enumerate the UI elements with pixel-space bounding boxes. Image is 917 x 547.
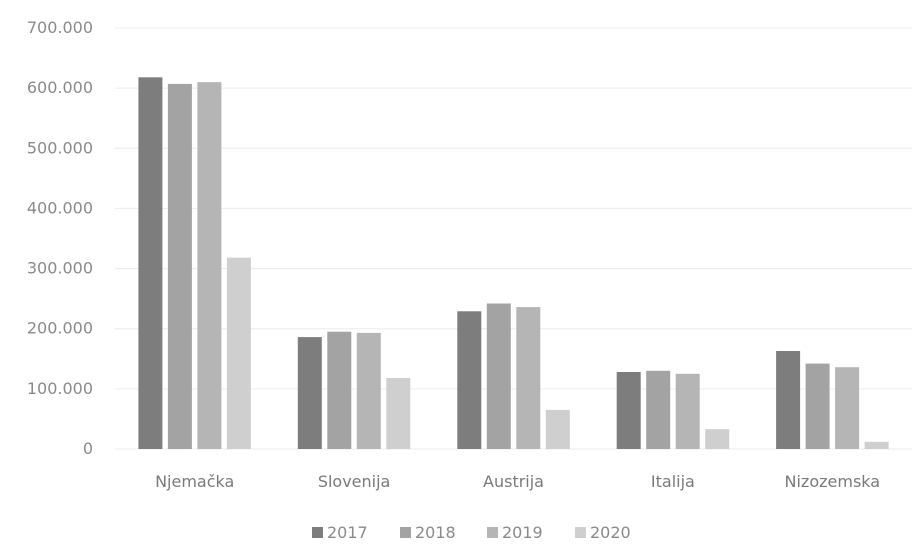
x-category-label: Slovenija bbox=[318, 472, 391, 491]
x-category-label: Austrija bbox=[483, 472, 544, 491]
bar-2017-2 bbox=[457, 311, 482, 449]
bar-2020-0 bbox=[226, 257, 251, 449]
bar-2017-4 bbox=[776, 351, 801, 449]
x-category-label: Njemačka bbox=[155, 472, 234, 491]
y-tick-label: 300.000 bbox=[27, 259, 93, 278]
x-category-label: Italija bbox=[651, 472, 695, 491]
bar-2019-2 bbox=[516, 307, 541, 449]
y-tick-label: 500.000 bbox=[27, 138, 93, 157]
legend-swatch-2019 bbox=[487, 527, 498, 538]
y-tick-label: 700.000 bbox=[27, 18, 93, 37]
bar-2017-1 bbox=[297, 337, 322, 449]
bar-2019-1 bbox=[356, 332, 381, 449]
bar-2019-3 bbox=[675, 373, 700, 449]
bar-2020-4 bbox=[864, 441, 889, 449]
bar-2017-3 bbox=[616, 372, 641, 449]
bar-2018-0 bbox=[167, 83, 192, 450]
bars bbox=[138, 77, 889, 450]
legend-swatch-2020 bbox=[575, 527, 586, 538]
bar-2020-3 bbox=[705, 429, 730, 449]
legend-label: 2020 bbox=[590, 523, 631, 542]
bar-2019-0 bbox=[197, 82, 222, 449]
y-tick-label: 0 bbox=[83, 439, 93, 458]
y-tick-label: 200.000 bbox=[27, 319, 93, 338]
legend-label: 2017 bbox=[327, 523, 368, 542]
legend-label: 2018 bbox=[415, 523, 456, 542]
y-tick-label: 100.000 bbox=[27, 379, 93, 398]
legend-label: 2019 bbox=[502, 523, 543, 542]
bar-2020-2 bbox=[545, 409, 570, 449]
bar-2019-4 bbox=[835, 367, 860, 449]
bar-2018-2 bbox=[486, 303, 511, 449]
legend-swatch-2017 bbox=[312, 527, 323, 538]
bar-2018-3 bbox=[646, 370, 671, 449]
x-axis: Njemačka Slovenija Austrija Italija Nizozems… bbox=[155, 472, 880, 491]
bar-2018-1 bbox=[327, 331, 352, 449]
y-axis: 0 100.000 200.000 300.000 400.000 500.000 600.… bbox=[27, 18, 93, 458]
x-category-label: Nizozemska bbox=[785, 472, 881, 491]
y-tick-label: 400.000 bbox=[27, 198, 93, 217]
bar-2020-1 bbox=[386, 378, 411, 449]
y-tick-label: 600.000 bbox=[27, 78, 93, 97]
legend-swatch-2018 bbox=[400, 527, 411, 538]
bar-2017-0 bbox=[138, 77, 163, 450]
bar-2018-4 bbox=[805, 363, 830, 449]
legend: 2017 2018 2019 2020 bbox=[312, 523, 631, 542]
